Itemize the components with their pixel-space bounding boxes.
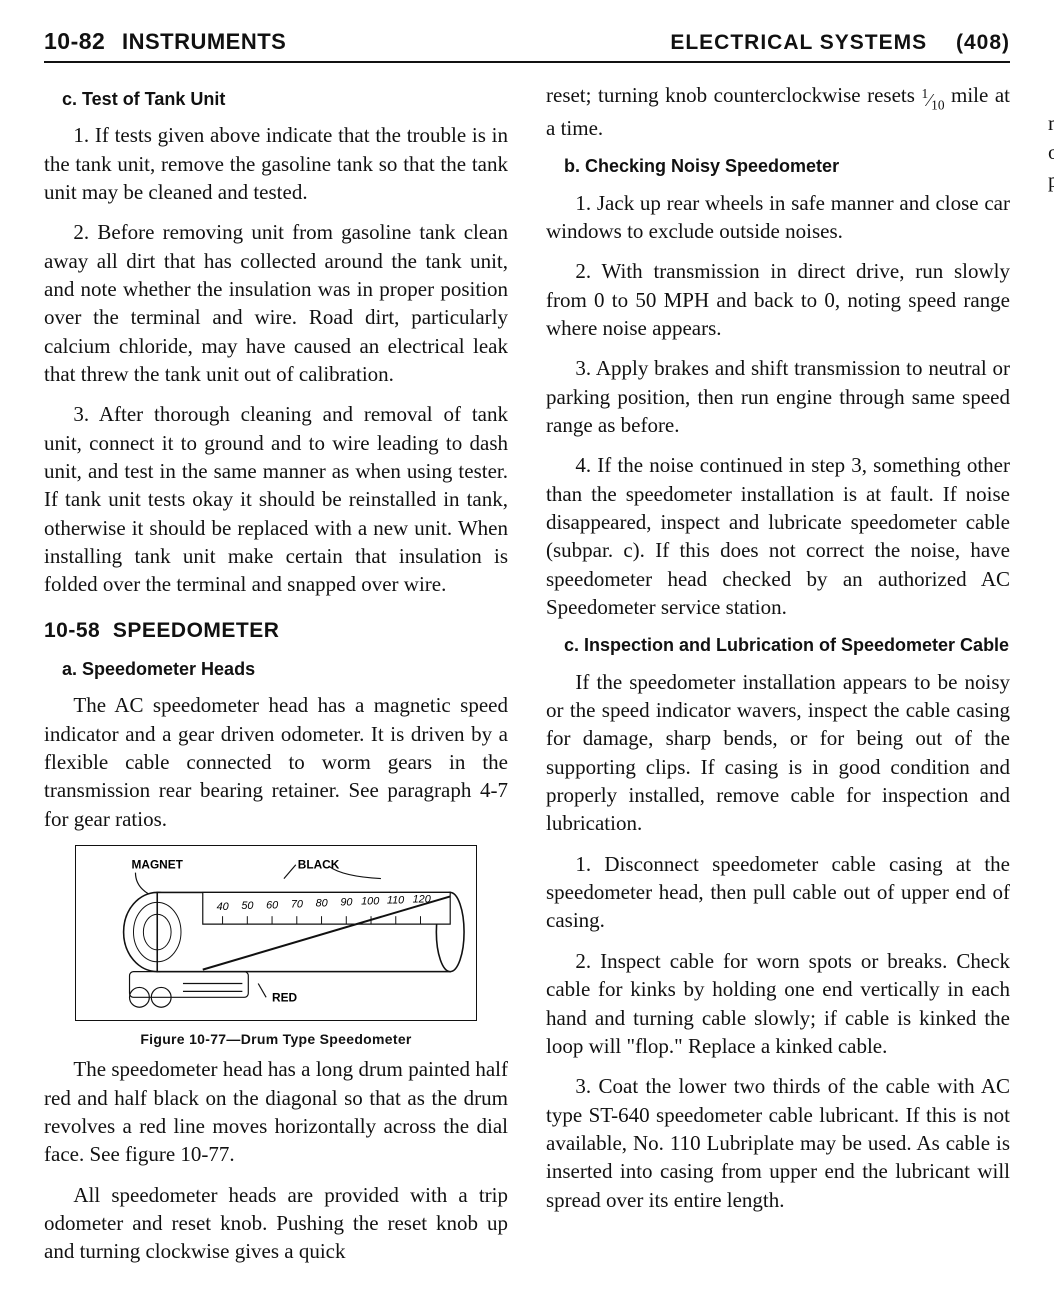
svg-text:40: 40 — [217, 901, 229, 913]
svg-text:70: 70 — [291, 898, 303, 910]
svg-text:50: 50 — [241, 900, 253, 912]
header-right: ELECTRICAL SYSTEMS (408) — [670, 31, 1010, 55]
para-c22: 2. Inspect cable for worn spots or break… — [546, 947, 1010, 1060]
header-left: 10-82 INSTRUMENTS — [44, 28, 286, 55]
para-a2: The speedometer head has a long drum pai… — [44, 1055, 508, 1168]
svg-text:100: 100 — [361, 895, 379, 907]
subhead-b-noisy: b. Checking Noisy Speedometer — [564, 154, 1010, 178]
para-c24: 4. When cable is connected to speedomete… — [1048, 81, 1054, 194]
section-number: 10-58 — [44, 619, 100, 642]
svg-text:110: 110 — [387, 894, 404, 906]
label-magnet: MAGNET — [132, 858, 184, 872]
svg-text:90: 90 — [340, 896, 352, 908]
fraction-one-tenth: 1⁄10 — [921, 85, 944, 114]
para-c2: 2. Before removing unit from gasoline ta… — [44, 218, 508, 388]
label-red: RED — [272, 990, 297, 1004]
subhead-a-speedo: a. Speedometer Heads — [62, 657, 508, 681]
svg-text:60: 60 — [266, 899, 278, 911]
svg-text:80: 80 — [316, 897, 328, 909]
speedometer-drawing: MAGNET BLACK — [84, 852, 470, 1016]
subhead-c-tank: c. Test of Tank Unit — [62, 87, 508, 111]
section-title: SPEEDOMETER — [113, 619, 280, 642]
figure-box: MAGNET BLACK — [75, 845, 477, 1021]
header-section-left: INSTRUMENTS — [122, 29, 286, 54]
para-c23: 3. Coat the lower two thirds of the cabl… — [546, 1072, 1010, 1214]
para-c1: 1. If tests given above indicate that th… — [44, 121, 508, 206]
para-a3-suffix-a: reset; turning knob counterclockwise res… — [546, 83, 921, 107]
para-b1: 1. Jack up rear wheels in safe manner an… — [546, 189, 1010, 246]
section-heading-10-58: 10-58 SPEEDOMETER — [44, 617, 508, 645]
svg-text:120: 120 — [413, 893, 431, 905]
para-c3: 3. After thorough cleaning and removal o… — [44, 400, 508, 598]
para-a3-suffix: reset; turning knob counterclockwise res… — [546, 81, 1010, 142]
para-c21: 1. Disconnect speedometer cable casing a… — [546, 850, 1010, 935]
para-b3: 3. Apply brakes and shift transmission t… — [546, 354, 1010, 439]
header-section-right: ELECTRICAL SYSTEMS — [670, 31, 927, 54]
para-a3-prefix: All speedometer heads are provided with … — [44, 1181, 508, 1266]
manual-page: 10-82 INSTRUMENTS ELECTRICAL SYSTEMS (40… — [0, 0, 1054, 1314]
para-a1: The AC speedometer head has a magnetic s… — [44, 691, 508, 833]
subhead-c2-lube: c. Inspection and Lubrication of Speedom… — [564, 633, 1010, 657]
page-header: 10-82 INSTRUMENTS ELECTRICAL SYSTEMS (40… — [44, 28, 1010, 63]
two-column-body: c. Test of Tank Unit 1. If tests given a… — [44, 81, 1010, 1271]
figure-10-77: MAGNET BLACK — [44, 845, 508, 1047]
para-c20: If the speedometer installation appears … — [546, 668, 1010, 838]
header-page-paren: (408) — [956, 31, 1010, 54]
para-b4: 4. If the noise continued in step 3, som… — [546, 451, 1010, 621]
page-code: 10-82 — [44, 28, 105, 54]
para-b2: 2. With transmission in direct drive, ru… — [546, 257, 1010, 342]
figure-caption: Figure 10-77—Drum Type Speedometer — [44, 1031, 508, 1047]
